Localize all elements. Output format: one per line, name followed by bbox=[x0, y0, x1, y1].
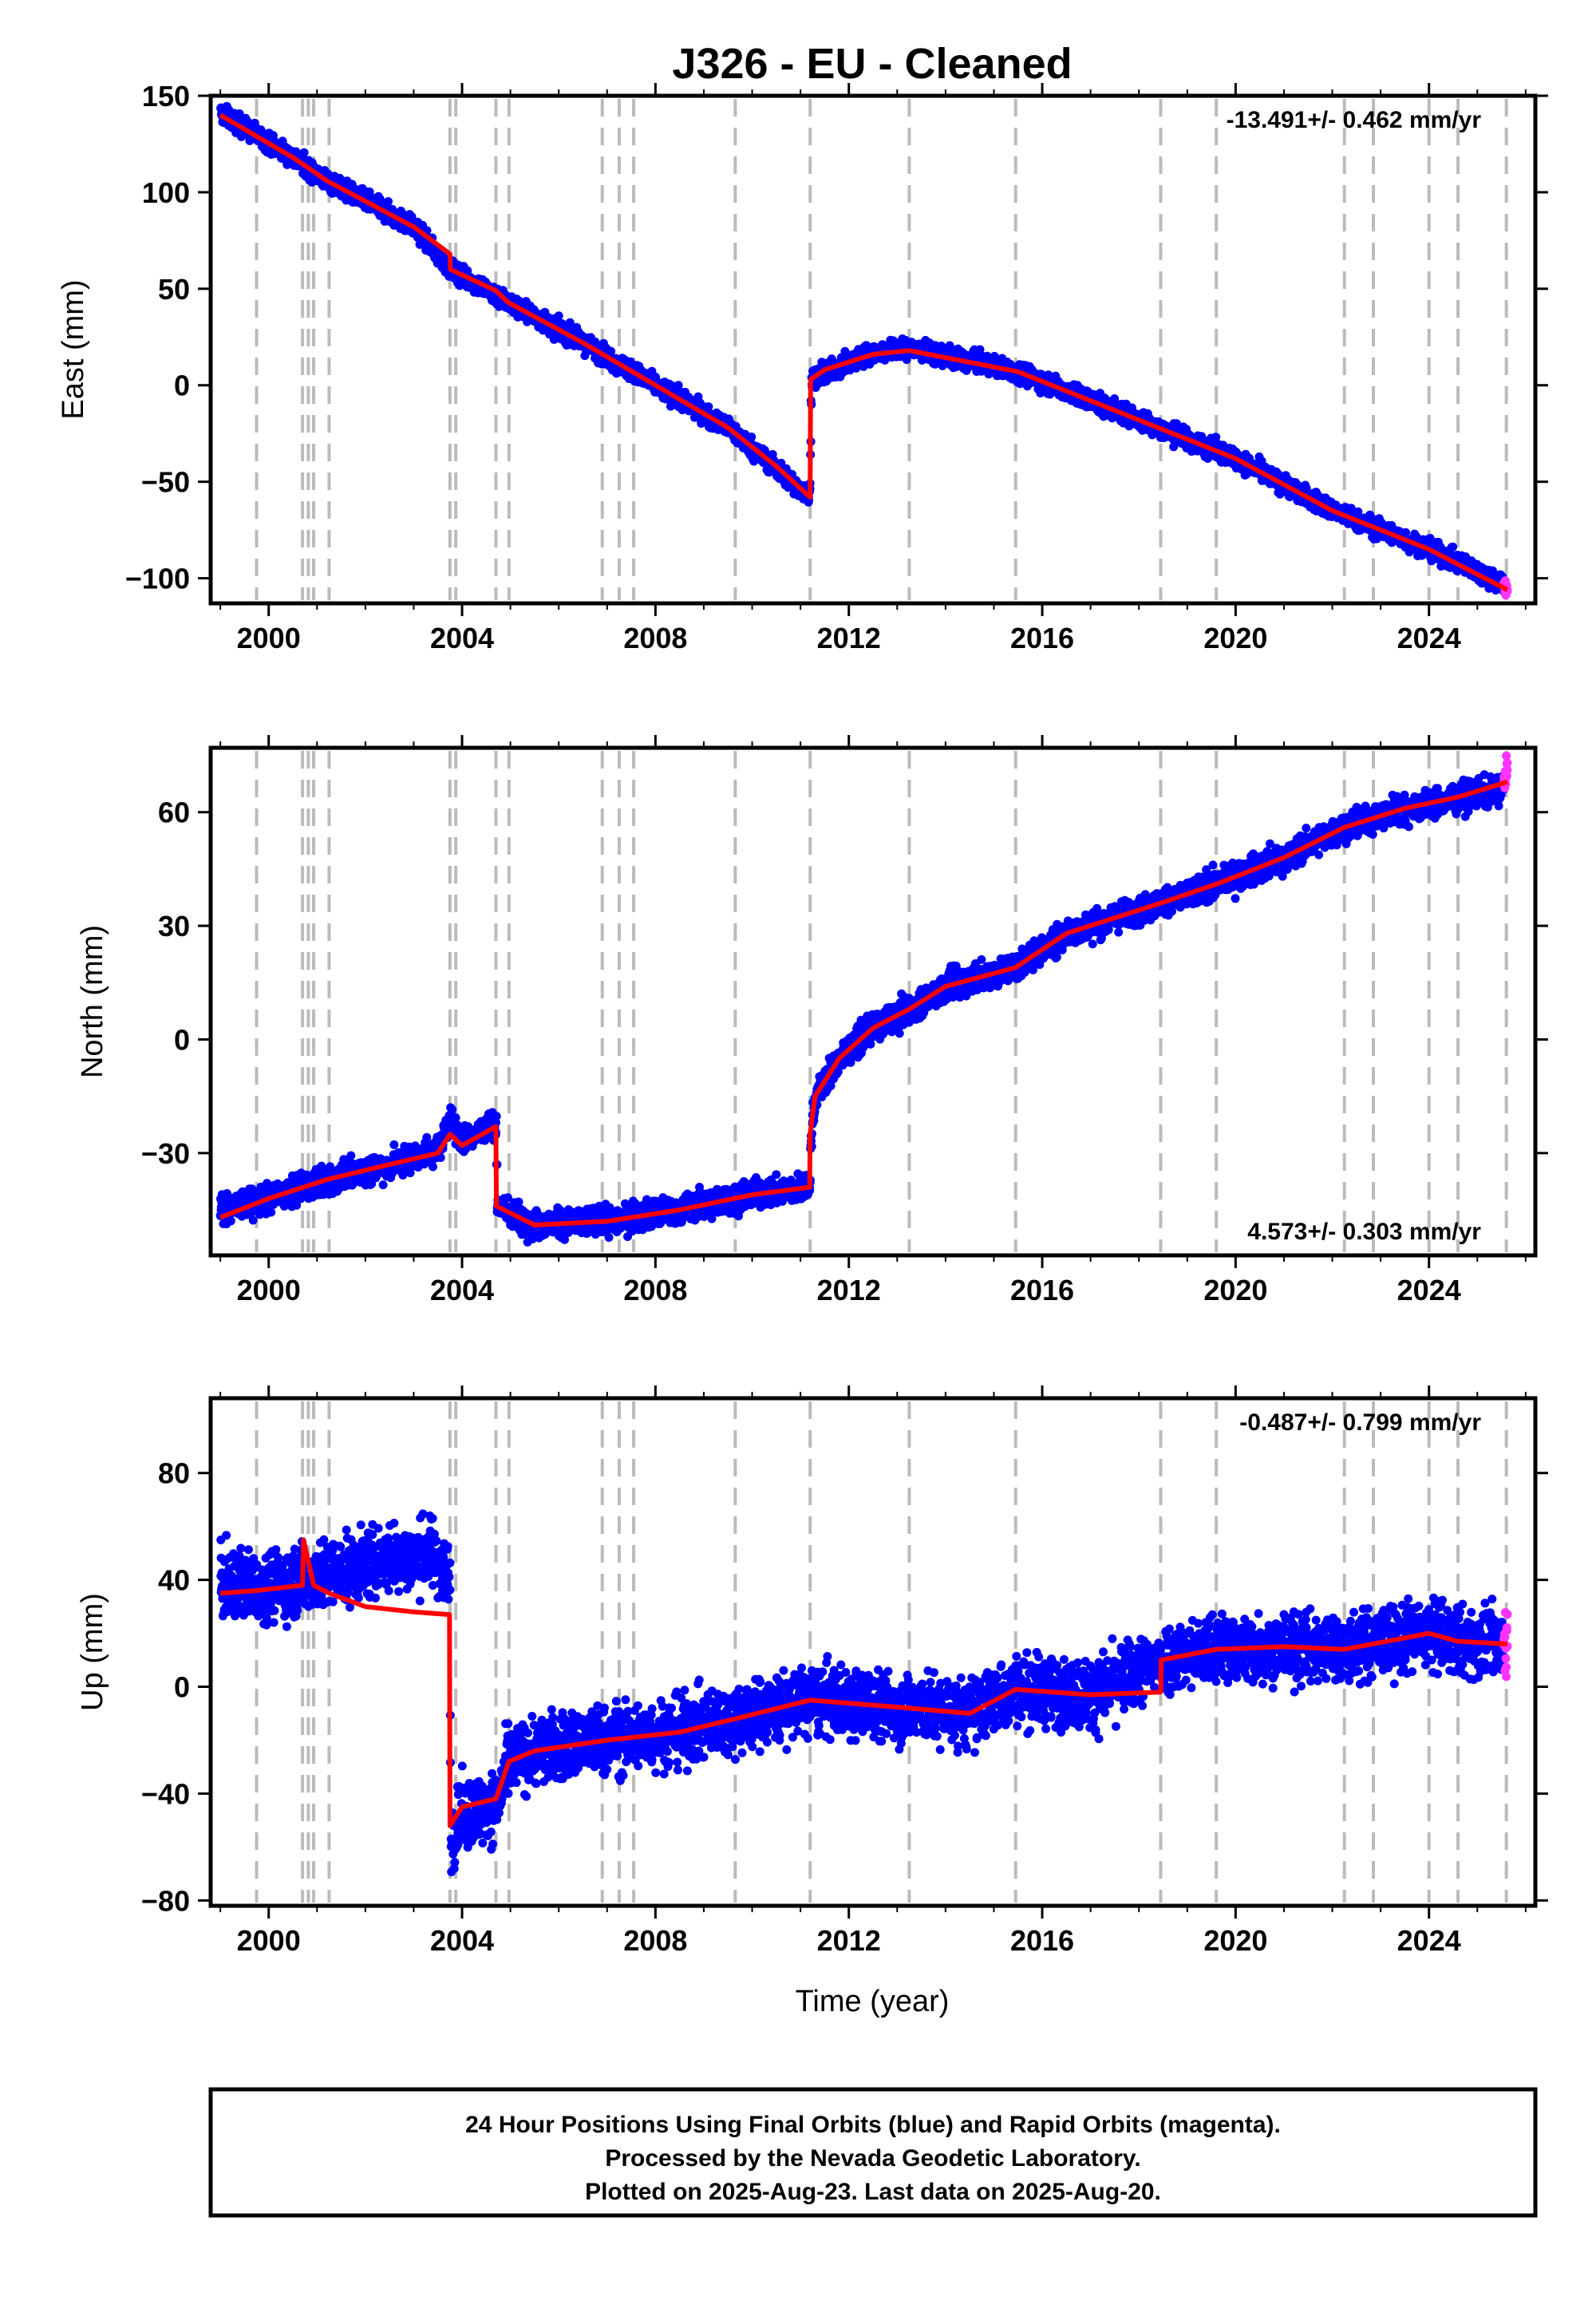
x-tick-label: 2008 bbox=[623, 622, 687, 654]
y-tick-label: 0 bbox=[174, 370, 190, 402]
x-tick-label: 2012 bbox=[817, 1924, 881, 1957]
y-tick-label: −80 bbox=[141, 1884, 190, 1917]
y-tick-label: 60 bbox=[158, 796, 190, 829]
panel-frame bbox=[208, 745, 1538, 1258]
x-tick-label: 2000 bbox=[237, 1274, 301, 1306]
figure-title: J326 - EU - Cleaned bbox=[672, 40, 1072, 88]
x-tick-label: 2020 bbox=[1203, 622, 1267, 654]
y-tick-label: 100 bbox=[142, 176, 190, 209]
x-tick-label: 2004 bbox=[430, 1924, 494, 1957]
x-tick-label: 2004 bbox=[430, 622, 494, 654]
y-tick-label: 50 bbox=[158, 273, 190, 306]
footer-line-3: Plotted on 2025-Aug-23. Last data on 202… bbox=[585, 2179, 1161, 2205]
x-tick-label: 2020 bbox=[1203, 1274, 1267, 1306]
x-tick-label: 2008 bbox=[623, 1274, 687, 1306]
panel-frame bbox=[208, 93, 1538, 606]
final-orbit-points bbox=[216, 1509, 1509, 1876]
x-axis-label: Time (year) bbox=[796, 1985, 950, 2018]
x-tick-label: 2016 bbox=[1010, 1924, 1074, 1957]
y-tick-label: 30 bbox=[158, 910, 190, 943]
x-tick-label: 2000 bbox=[237, 1924, 301, 1957]
x-tick-label: 2008 bbox=[623, 1924, 687, 1957]
velocity-label: 4.573+/- 0.303 mm/yr bbox=[1247, 1219, 1481, 1245]
north-panel: 2000 2004 2008 2012 2016 2020 2024 −30 0 30 60 Nort… bbox=[76, 735, 1548, 1306]
y-tick-label: 150 bbox=[142, 80, 190, 113]
footer-box: 24 Hour Positions Using Final Orbits (bl… bbox=[208, 2087, 1538, 2218]
velocity-label: -0.487+/- 0.799 mm/yr bbox=[1239, 1409, 1481, 1436]
footer-line-1: 24 Hour Positions Using Final Orbits (bl… bbox=[465, 2112, 1281, 2138]
model-fit-line bbox=[219, 779, 1508, 1227]
y-axis-label: Up (mm) bbox=[76, 1593, 109, 1711]
x-tick-label: 2000 bbox=[237, 622, 301, 654]
y-tick-label: −50 bbox=[141, 466, 190, 499]
x-tick-label: 2024 bbox=[1397, 1274, 1461, 1306]
x-tick-label: 2012 bbox=[817, 622, 881, 654]
x-tick-label: 2020 bbox=[1203, 1924, 1267, 1957]
up-panel: 2000 2004 2008 2012 2016 2020 2024 −80 −40 0 40 80 U… bbox=[76, 1385, 1548, 1957]
east-panel: 2000 2004 2008 2012 2016 2020 2024 −100 −50 0 50 10… bbox=[57, 80, 1548, 654]
y-tick-label: 80 bbox=[158, 1457, 190, 1490]
x-tick-label: 2016 bbox=[1010, 1274, 1074, 1306]
y-tick-label: −40 bbox=[141, 1777, 190, 1810]
x-tick-label: 2024 bbox=[1397, 622, 1461, 654]
x-tick-label: 2012 bbox=[817, 1274, 881, 1306]
model-fit-line bbox=[219, 113, 1509, 592]
velocity-label: -13.491+/- 0.462 mm/yr bbox=[1227, 107, 1482, 133]
x-tick-label: 2016 bbox=[1010, 622, 1074, 654]
y-tick-label: 40 bbox=[158, 1564, 190, 1597]
y-tick-label: −100 bbox=[125, 563, 190, 595]
footer-line-2: Processed by the Nevada Geodetic Laborat… bbox=[605, 2145, 1140, 2172]
x-tick-label: 2024 bbox=[1397, 1924, 1461, 1957]
y-axis-label: North (mm) bbox=[76, 925, 109, 1078]
y-tick-label: 0 bbox=[174, 1671, 190, 1704]
y-tick-label: 0 bbox=[174, 1023, 190, 1056]
final-orbit-points bbox=[216, 101, 1509, 596]
y-axis-label: East (mm) bbox=[57, 279, 90, 419]
panel-frame bbox=[208, 1396, 1538, 1908]
model-fit-line bbox=[219, 1537, 1508, 1828]
x-tick-label: 2004 bbox=[430, 1274, 494, 1306]
y-tick-label: −30 bbox=[141, 1137, 190, 1170]
footer-frame bbox=[208, 2087, 1538, 2218]
